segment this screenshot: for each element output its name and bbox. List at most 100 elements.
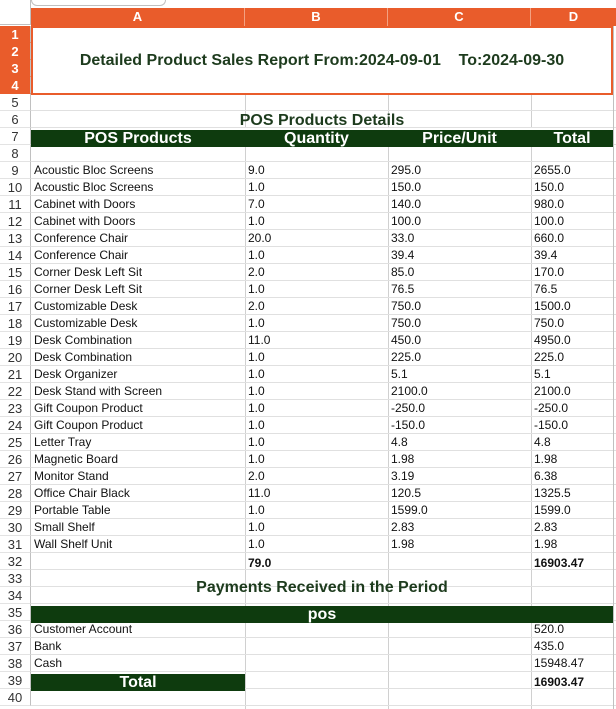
row-header[interactable]: 38 xyxy=(0,655,31,672)
row-header[interactable]: 23 xyxy=(0,400,31,417)
row-header[interactable]: 28 xyxy=(0,485,31,502)
product-name-cell[interactable]: Magnetic Board xyxy=(34,452,119,466)
column-header-d[interactable]: D xyxy=(568,9,579,24)
row-header[interactable]: 9 xyxy=(0,162,31,179)
row-header[interactable]: 13 xyxy=(0,230,31,247)
row-header[interactable]: 6 xyxy=(0,111,31,128)
row-header[interactable]: 24 xyxy=(0,417,31,434)
product-total-cell[interactable]: 4.8 xyxy=(534,435,551,449)
header-quantity[interactable]: Quantity xyxy=(284,130,349,147)
column-header-a[interactable]: A xyxy=(31,8,245,26)
row-header[interactable]: 30 xyxy=(0,519,31,536)
header-pos-products[interactable]: POS Products xyxy=(84,130,192,147)
product-total-cell[interactable]: 1325.5 xyxy=(534,486,571,500)
row-header[interactable]: 29 xyxy=(0,502,31,519)
row-header[interactable]: 18 xyxy=(0,315,31,332)
row-header[interactable]: 36 xyxy=(0,621,31,638)
product-qty-cell[interactable]: 1.0 xyxy=(248,316,265,330)
product-price-cell[interactable]: 225.0 xyxy=(391,350,422,364)
product-total-cell[interactable]: 100.0 xyxy=(534,214,565,228)
product-qty-cell[interactable]: 9.0 xyxy=(248,163,265,177)
product-qty-cell[interactable]: 1.0 xyxy=(248,520,265,534)
payment-method-cell[interactable]: Bank xyxy=(34,639,62,653)
product-total-cell[interactable]: 980.0 xyxy=(534,197,565,211)
payments-total-cell[interactable]: 16903.47 xyxy=(534,675,585,689)
row-header[interactable]: 40 xyxy=(0,689,31,706)
product-qty-cell[interactable]: 1.0 xyxy=(248,452,265,466)
product-total-cell[interactable]: 750.0 xyxy=(534,316,565,330)
product-name-cell[interactable]: Desk Combination xyxy=(34,350,133,364)
product-price-cell[interactable]: 3.19 xyxy=(391,469,415,483)
product-total-cell[interactable]: 170.0 xyxy=(534,265,565,279)
payment-amount-cell[interactable]: 520.0 xyxy=(534,622,565,636)
payment-amount-cell[interactable]: 435.0 xyxy=(534,639,565,653)
product-total-cell[interactable]: 1.98 xyxy=(534,537,558,551)
payment-method-cell[interactable]: Cash xyxy=(34,656,63,670)
row-header[interactable]: 11 xyxy=(0,196,31,213)
column-header-b[interactable]: B xyxy=(245,8,388,26)
product-price-cell[interactable]: 4.8 xyxy=(391,435,408,449)
row-header[interactable]: 20 xyxy=(0,349,31,366)
product-price-cell[interactable]: 100.0 xyxy=(391,214,422,228)
product-price-cell[interactable]: 450.0 xyxy=(391,333,422,347)
product-total-cell[interactable]: 1500.0 xyxy=(534,299,571,313)
product-price-cell[interactable]: 120.5 xyxy=(391,486,422,500)
product-total-cell[interactable]: 2100.0 xyxy=(534,384,571,398)
payments-header-pos[interactable]: pos xyxy=(307,606,337,623)
product-qty-cell[interactable]: 2.0 xyxy=(248,265,265,279)
product-total-cell[interactable]: 1599.0 xyxy=(534,503,571,517)
product-qty-cell[interactable]: 1.0 xyxy=(248,503,265,517)
product-total-cell[interactable]: -150.0 xyxy=(534,418,569,432)
product-qty-cell[interactable]: 1.0 xyxy=(248,384,265,398)
product-name-cell[interactable]: Customizable Desk xyxy=(34,299,138,313)
row-header[interactable]: 4 xyxy=(0,77,31,94)
product-qty-cell[interactable]: 20.0 xyxy=(248,231,272,245)
column-header-c[interactable]: C xyxy=(388,8,531,26)
product-qty-cell[interactable]: 1.0 xyxy=(248,214,265,228)
product-qty-cell[interactable]: 1.0 xyxy=(248,401,265,415)
product-name-cell[interactable]: Small Shelf xyxy=(34,520,95,534)
row-header[interactable]: 32 xyxy=(0,553,31,570)
product-name-cell[interactable]: Cabinet with Doors xyxy=(34,214,136,228)
product-price-cell[interactable]: 76.5 xyxy=(391,282,415,296)
row-header[interactable]: 19 xyxy=(0,332,31,349)
row-header[interactable]: 17 xyxy=(0,298,31,315)
product-qty-cell[interactable]: 1.0 xyxy=(248,537,265,551)
product-total-cell[interactable]: 39.4 xyxy=(534,248,558,262)
product-name-cell[interactable]: Monitor Stand xyxy=(34,469,109,483)
product-qty-cell[interactable]: 1.0 xyxy=(248,282,265,296)
product-qty-cell[interactable]: 1.0 xyxy=(248,418,265,432)
row-header[interactable]: 7 xyxy=(0,128,31,145)
product-name-cell[interactable]: Acoustic Bloc Screens xyxy=(34,180,154,194)
product-total-cell[interactable]: 150.0 xyxy=(534,180,565,194)
product-name-cell[interactable]: Portable Table xyxy=(34,503,111,517)
row-header[interactable]: 2 xyxy=(0,43,31,60)
product-price-cell[interactable]: -250.0 xyxy=(391,401,426,415)
product-name-cell[interactable]: Conference Chair xyxy=(34,231,129,245)
row-header[interactable]: 33 xyxy=(0,570,31,587)
product-total-cell[interactable]: 1.98 xyxy=(534,452,558,466)
row-header[interactable]: 27 xyxy=(0,468,31,485)
row-header[interactable]: 25 xyxy=(0,434,31,451)
product-qty-cell[interactable]: 11.0 xyxy=(248,333,271,347)
product-name-cell[interactable]: Customizable Desk xyxy=(34,316,138,330)
row-header[interactable]: 39 xyxy=(0,672,31,689)
row-header[interactable]: 34 xyxy=(0,587,31,604)
product-price-cell[interactable]: 140.0 xyxy=(391,197,422,211)
product-total-cell[interactable]: 76.5 xyxy=(534,282,558,296)
product-total-cell[interactable]: 660.0 xyxy=(534,231,565,245)
row-header[interactable]: 16 xyxy=(0,281,31,298)
payments-total-label[interactable]: Total xyxy=(31,674,245,691)
product-price-cell[interactable]: 750.0 xyxy=(391,316,422,330)
product-name-cell[interactable]: Conference Chair xyxy=(34,248,129,262)
product-price-cell[interactable]: 750.0 xyxy=(391,299,422,313)
product-total-cell[interactable]: 6.38 xyxy=(534,469,558,483)
product-name-cell[interactable]: Corner Desk Left Sit xyxy=(34,265,143,279)
product-name-cell[interactable]: Desk Stand with Screen xyxy=(34,384,163,398)
product-price-cell[interactable]: -150.0 xyxy=(391,418,426,432)
row-header[interactable]: 1 xyxy=(0,26,31,43)
header-price-unit[interactable]: Price/Unit xyxy=(422,130,497,147)
product-price-cell[interactable]: 1.98 xyxy=(391,537,415,551)
product-qty-cell[interactable]: 1.0 xyxy=(248,248,265,262)
row-header[interactable]: 35 xyxy=(0,604,31,621)
